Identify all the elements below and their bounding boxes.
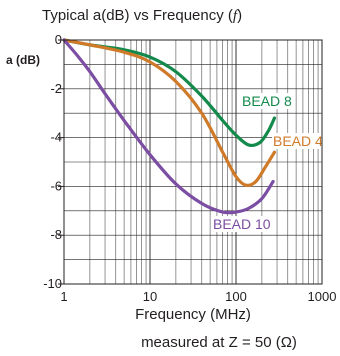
- y-axis-label: a (dB): [6, 53, 40, 67]
- y-tick-label: 0: [55, 32, 62, 47]
- series-label: BEAD 4: [273, 133, 323, 149]
- grid: [64, 40, 322, 284]
- series-label: BEAD 8: [242, 93, 292, 109]
- series-label-bg: [212, 216, 270, 232]
- measurement-note: measured at Z = 50 (Ω): [141, 334, 297, 351]
- x-tick-label: 100: [225, 289, 247, 304]
- x-tick-label: 1: [60, 289, 67, 304]
- y-tick-label: -8: [50, 227, 62, 242]
- y-tick-label: -2: [50, 81, 62, 96]
- series-group: BEAD 8 BEAD 4 BEAD 10: [62, 38, 323, 232]
- x-tick-label: 1000: [308, 289, 337, 304]
- series-line: [62, 38, 277, 187]
- series-label-bg: [272, 133, 322, 149]
- series-label-bg: [241, 93, 291, 109]
- chart-title: Typical a(dB) vs Frequency (f): [42, 7, 242, 24]
- y-tick-label: -6: [50, 178, 62, 193]
- series-label: BEAD 10: [213, 216, 271, 232]
- series-line: [62, 38, 275, 215]
- tick-labels: 0 -2 -4 -6 -8 -101 10 100 1000: [43, 32, 336, 304]
- series-line: [62, 38, 277, 147]
- y-tick-label: -10: [43, 276, 62, 291]
- y-tick-label: -4: [50, 130, 62, 145]
- x-tick-label: 10: [143, 289, 157, 304]
- plot-frame: [63, 39, 323, 285]
- x-axis-label: Frequency (MHz): [135, 306, 251, 323]
